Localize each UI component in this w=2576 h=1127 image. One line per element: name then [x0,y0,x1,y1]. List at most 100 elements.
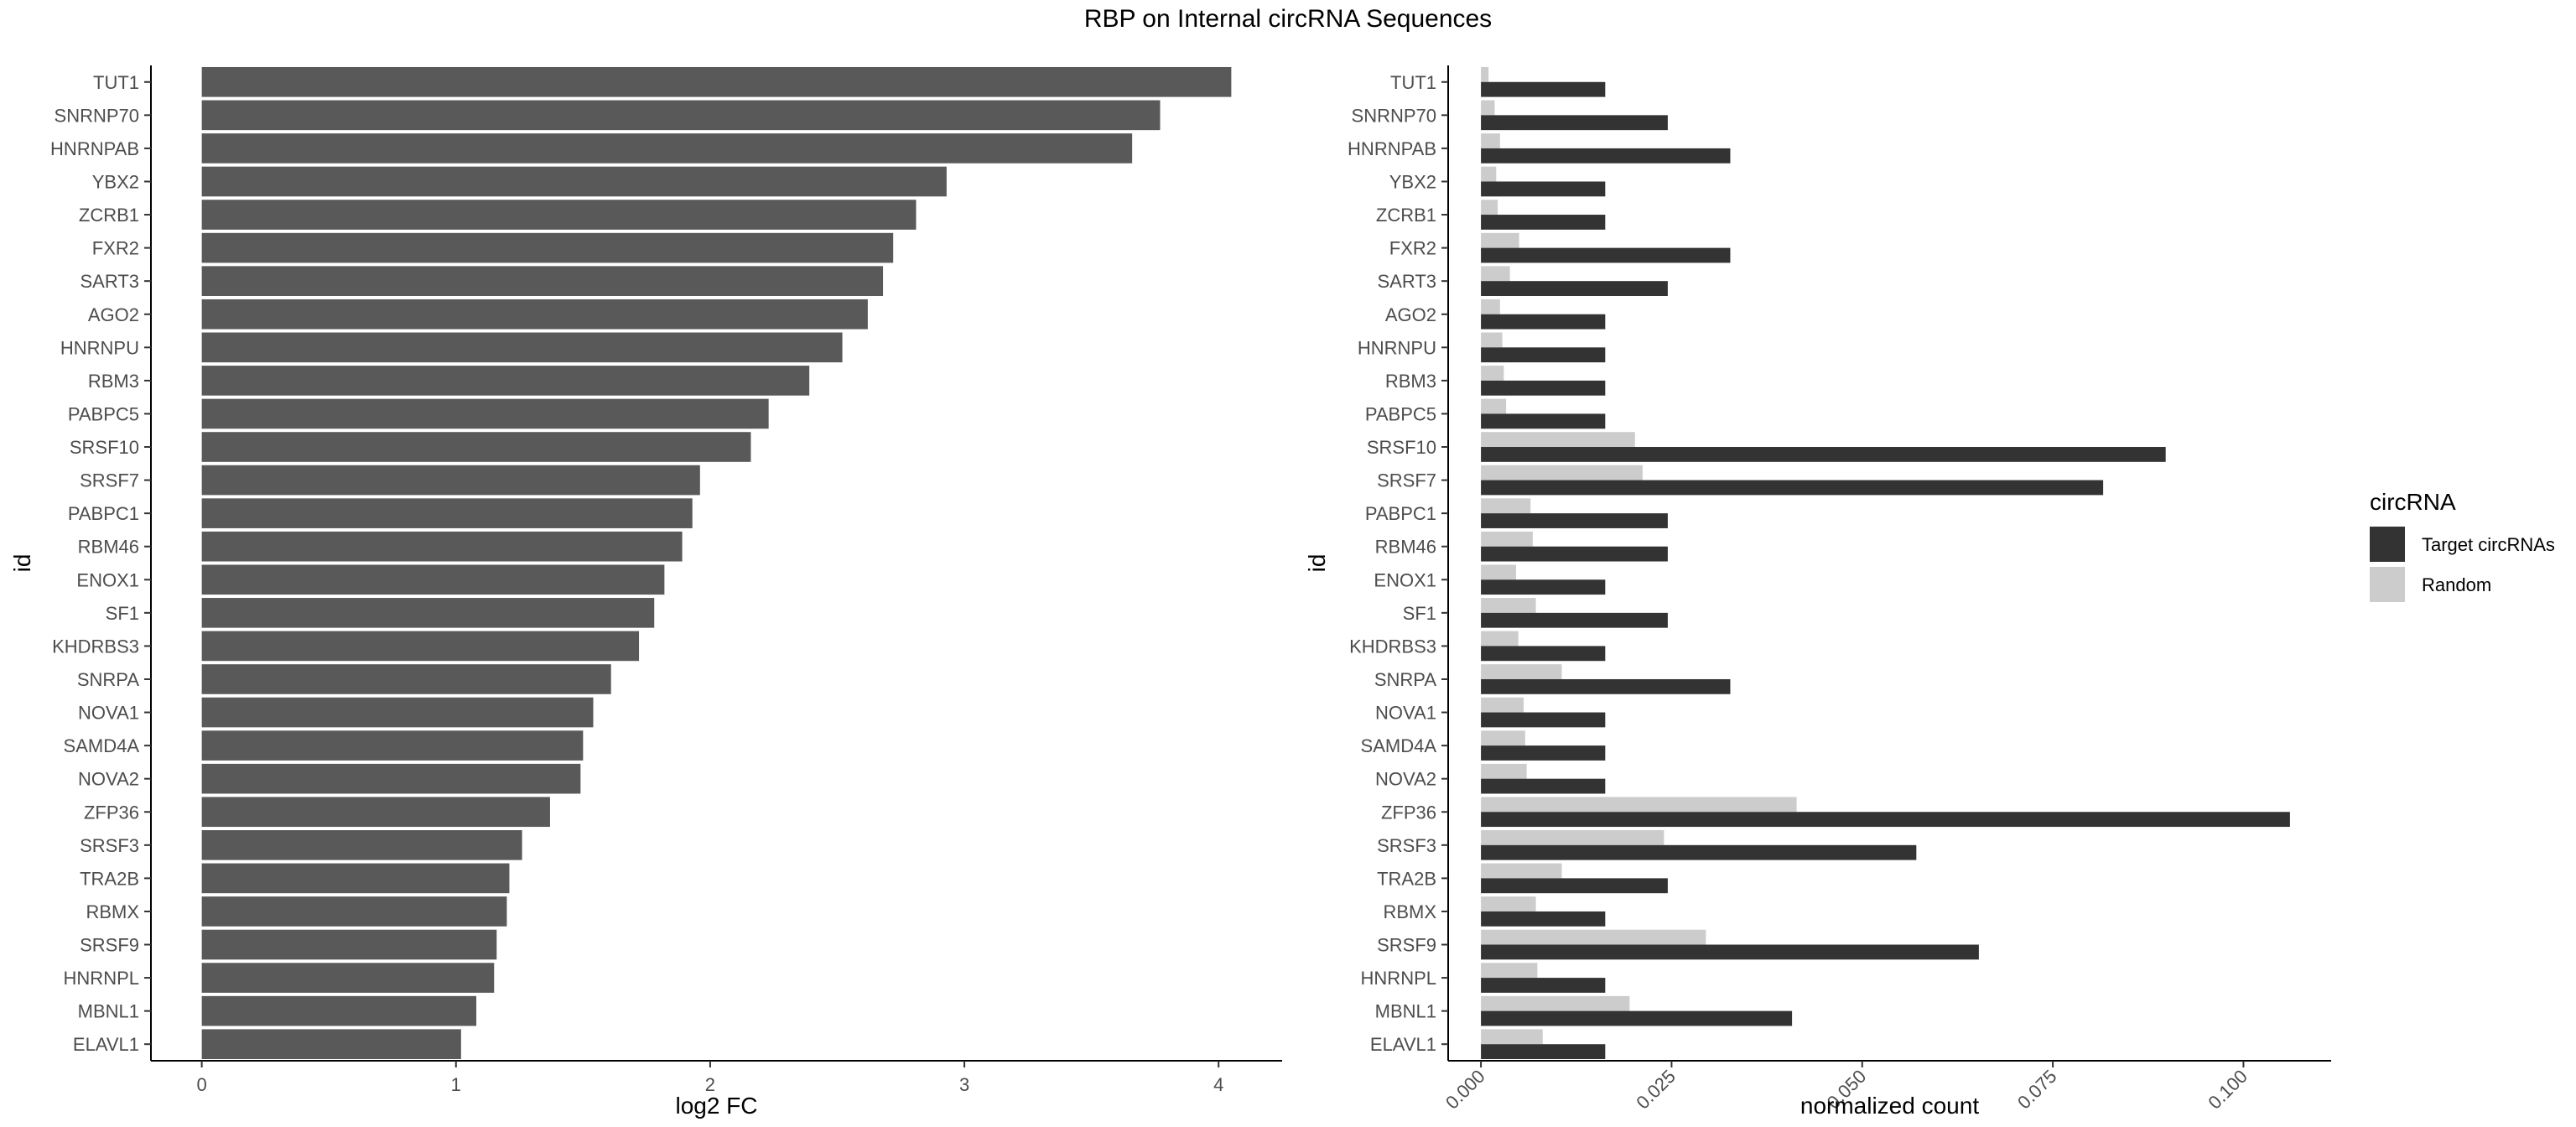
bar-random [1481,332,1503,348]
bar-random [1481,929,1706,945]
legend-title: circRNA [2370,489,2456,515]
bar [201,200,917,230]
y-tick-label: RBM46 [78,537,139,558]
y-tick-label: RBMX [1383,901,1436,922]
bar-target [1481,844,1917,860]
y-tick-label: ZFP36 [84,802,139,823]
bar-target [1481,81,1606,97]
y-tick-label: ELAVL1 [1370,1034,1436,1055]
bar-random [1481,66,1489,82]
y-tick-label: SRSF9 [1377,935,1436,956]
y-tick-label: MBNL1 [1375,1001,1436,1022]
y-tick-label: HNRNPU [60,337,139,358]
x-tick-label: 3 [959,1074,969,1095]
bar [201,929,497,960]
y-tick-label: AGO2 [88,304,139,325]
bar [201,896,507,927]
y-tick-label: MBNL1 [78,1001,139,1022]
y-tick-label: NOVA1 [78,703,139,724]
bar-target [1481,712,1606,728]
y-tick-label: ENOX1 [1374,569,1436,590]
y-tick-label: KHDRBS3 [52,636,139,657]
bar [201,133,1133,164]
x-tick-label: 4 [1213,1074,1223,1095]
bar [201,465,700,496]
y-tick-label: SNRNP70 [1352,105,1436,126]
bar-random [1481,995,1630,1011]
bar-random [1481,1029,1543,1045]
bar [201,730,584,761]
y-tick-label: YBX2 [92,171,139,192]
bar [201,332,843,363]
bar [201,564,665,595]
bar-target [1481,247,1731,263]
y-tick-label: PABPC1 [1365,503,1436,524]
bar-target [1481,480,2104,496]
y-tick-label: NOVA2 [78,769,139,790]
bar-target [1481,579,1606,595]
bar [201,995,477,1026]
bar-random [1481,133,1500,148]
bar-target [1481,115,1668,131]
bar-target [1481,215,1606,230]
bar-target [1481,181,1606,197]
x-axis-title: normalized count [1800,1093,1979,1119]
bar [201,266,884,296]
y-tick-label: SART3 [1377,271,1436,292]
y-tick-label: NOVA2 [1375,769,1436,790]
bar [201,863,510,894]
bar-target [1481,281,1668,296]
y-tick-label: TRA2B [80,868,139,889]
bar-random [1481,564,1516,580]
bar [201,299,868,330]
y-tick-label: PABPC1 [68,503,139,524]
x-tick-label: 1 [451,1074,461,1095]
y-tick-label: RBM3 [1385,371,1436,392]
legend-swatch [2370,527,2405,562]
bar-random [1481,299,1500,314]
bar-target [1481,413,1606,429]
y-tick-label: SAMD4A [1361,735,1437,756]
bar [201,598,655,628]
bar-random [1481,432,1635,448]
bar-random [1481,763,1527,779]
bar-target [1481,513,1668,528]
bar-random [1481,232,1519,248]
y-tick-label: YBX2 [1389,171,1436,192]
y-tick-label: HNRNPU [1358,337,1436,358]
y-tick-label: PABPC5 [68,403,139,424]
bar [201,100,1161,131]
bar-random [1481,366,1504,381]
bar-target [1481,148,1731,164]
x-tick-label: 0.000 [1441,1066,1489,1114]
bar [201,697,594,728]
bar-target [1481,314,1606,330]
y-tick-label: ZCRB1 [79,205,139,226]
y-tick-label: HNRNPL [1361,968,1436,989]
bar-random [1481,398,1507,414]
bar-random [1481,896,1536,911]
chart-title: RBP on Internal circRNA Sequences [1084,5,1492,33]
bar [201,830,522,860]
legend: circRNA Target circRNAs Random [2370,489,2555,602]
x-tick-label: 0.025 [1632,1066,1680,1114]
y-tick-label: TRA2B [1377,868,1436,889]
bar [201,66,1232,97]
bar-random [1481,631,1519,647]
x-axis-title: log2 FC [675,1093,757,1119]
bar-target [1481,1010,1793,1026]
bar [201,631,640,662]
bar-target [1481,380,1606,396]
y-tick-label: SRSF10 [1367,437,1436,458]
y-tick-label: PABPC5 [1365,403,1436,424]
bar [201,232,894,263]
bar-random [1481,100,1495,116]
y-tick-label: FXR2 [1389,238,1436,259]
bar-random [1481,863,1562,879]
bar-random [1481,166,1497,182]
y-tick-label: SRSF7 [1377,470,1436,491]
bar-target [1481,745,1606,761]
bar-target [1481,878,1668,894]
y-tick-label: SRSF7 [80,470,139,491]
legend-label: Random [2422,574,2491,595]
